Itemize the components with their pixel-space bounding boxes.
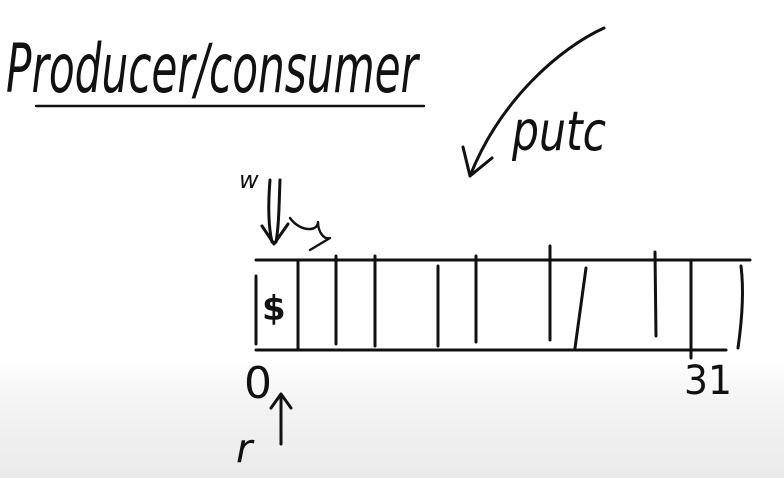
start-index-label: 0 <box>244 358 272 409</box>
write-pointer-label: w <box>239 166 259 194</box>
diagram-title: Producer/consumer <box>6 30 421 109</box>
putc-label: putc <box>511 100 606 163</box>
slot-divider <box>573 266 588 350</box>
write-pointer-arrow <box>260 178 332 252</box>
putc-arrow <box>461 26 606 178</box>
read-pointer-label: r <box>236 426 255 472</box>
read-pointer-arrow <box>269 392 293 446</box>
buffer-right-edge <box>736 264 744 350</box>
slot-divider <box>653 250 658 338</box>
ring-buffer <box>254 244 752 360</box>
slot-0-content: $ <box>262 289 286 329</box>
end-index-label: 31 <box>684 358 732 404</box>
